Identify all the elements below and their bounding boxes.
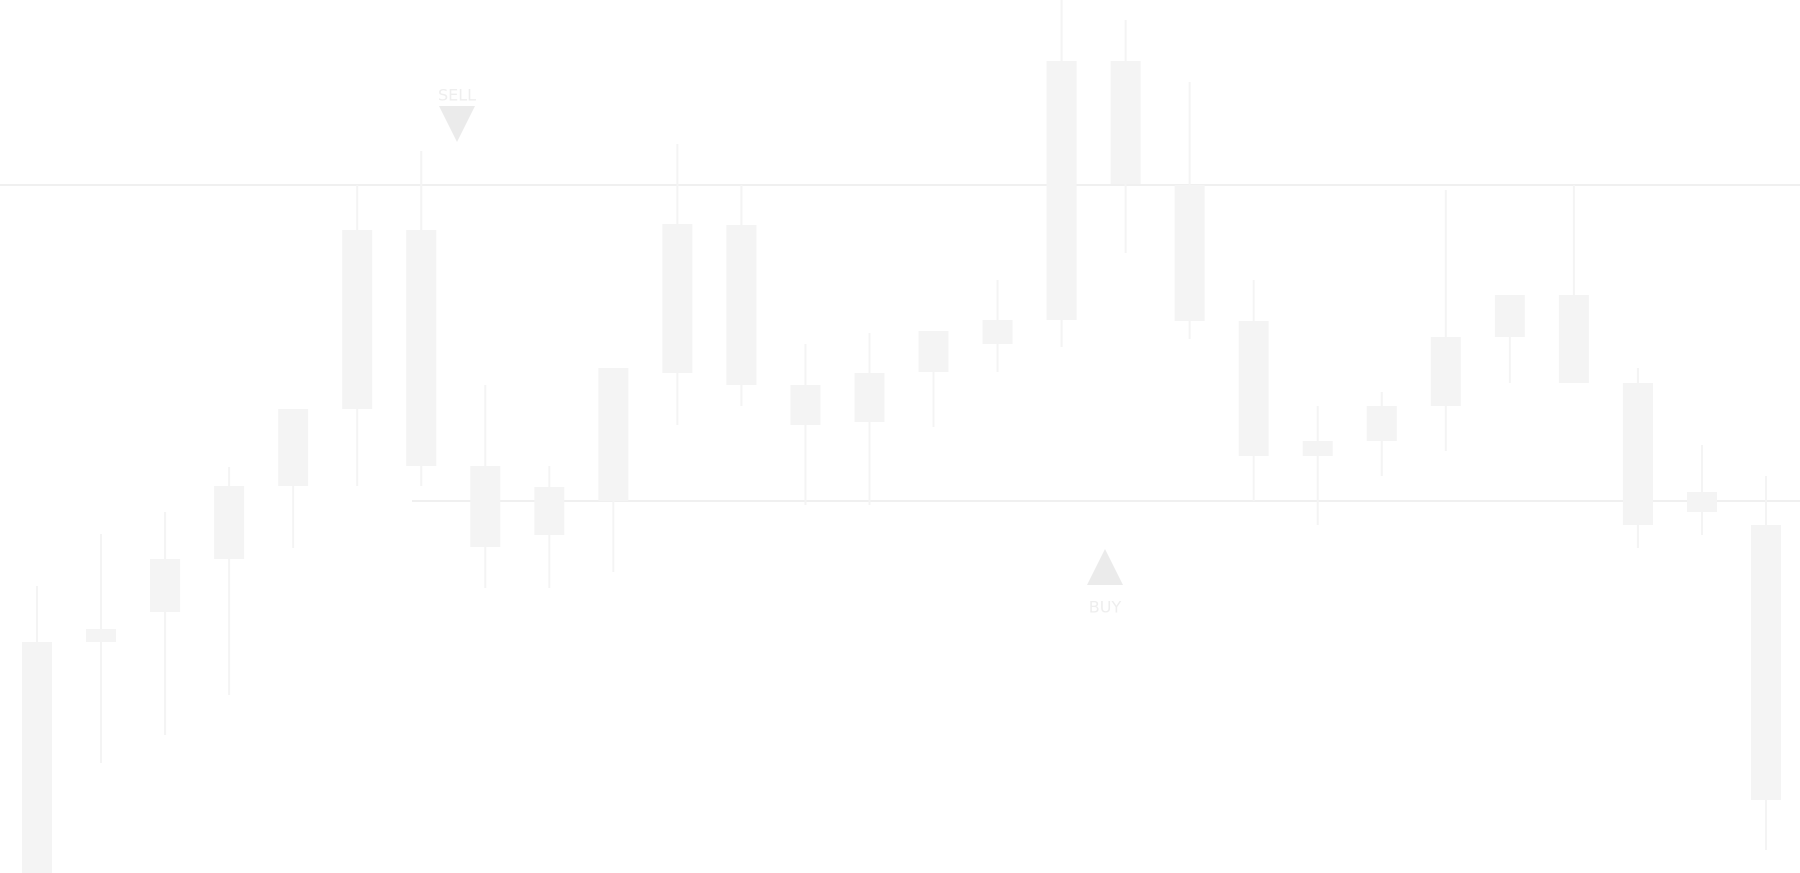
candle-body [1366, 406, 1397, 441]
candle-body [1751, 525, 1781, 800]
candle-body [1046, 61, 1077, 320]
candle-body [1174, 185, 1205, 321]
candle-body [1686, 492, 1717, 512]
candle-body [918, 331, 949, 372]
sell-label: SELL [438, 86, 476, 105]
candle-body [1622, 383, 1653, 525]
candle-body [1110, 61, 1141, 184]
buy-label: BUY [1089, 598, 1122, 617]
candle-body [598, 368, 629, 501]
candle-body [790, 385, 821, 425]
candle-body [86, 629, 117, 642]
candle-body [726, 225, 757, 385]
candle-body [22, 642, 52, 873]
candle-body [150, 559, 181, 612]
sell-arrow [439, 106, 475, 142]
candle-body [854, 373, 885, 422]
candle-body [342, 230, 373, 409]
candle-body [278, 409, 309, 486]
candle-body [1238, 321, 1269, 456]
candle-body [982, 320, 1013, 344]
candle-body [662, 224, 693, 373]
candle-body [406, 230, 437, 466]
candle-body [1430, 337, 1461, 406]
candle-body [214, 486, 245, 559]
candle-body [470, 466, 501, 547]
candle-body [1494, 295, 1525, 337]
candle-body [1302, 441, 1333, 456]
buy-arrow [1087, 549, 1123, 585]
candle-body [1558, 295, 1589, 383]
candle-body [534, 487, 565, 535]
